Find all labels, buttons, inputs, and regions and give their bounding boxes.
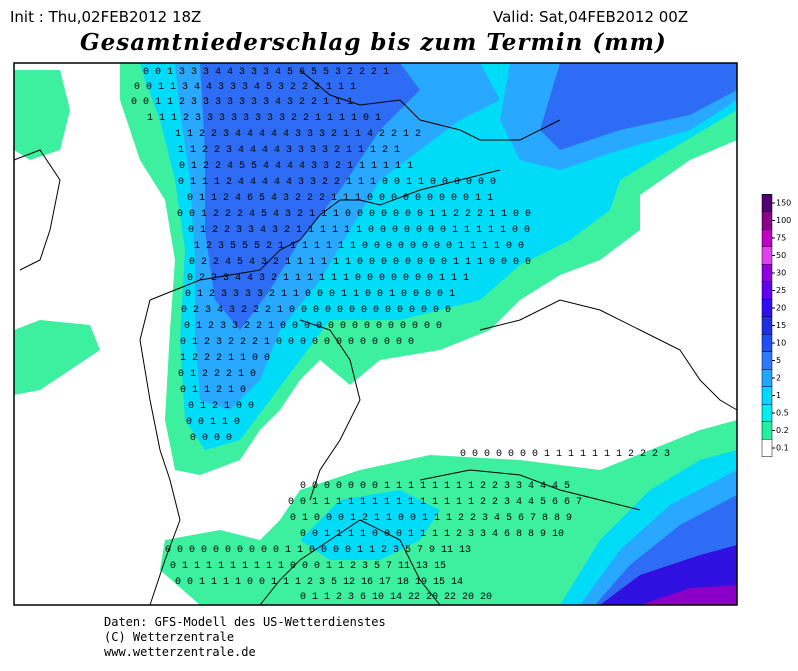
colorbar-swatch: [761, 229, 773, 247]
map: 0 0 1 3 3 3 4 4 3 3 3 4 5 6 5 5 3 2 2 2 …: [13, 62, 738, 606]
colorbar-swatch: [761, 264, 773, 282]
colorbar-swatch: [761, 439, 773, 457]
value-row: 0 1 2 3 2 2 2 1 0 0 0 0 0 0 0 0 0 0 0 0: [180, 337, 414, 348]
field-blue: [200, 63, 420, 330]
border: [299, 319, 361, 501]
colorbar-swatch: [761, 351, 773, 370]
value-row: 0 0 1 2 2 2 4 5 4 3 2 1 1 1 0 0 0 0 0 0 …: [177, 209, 531, 220]
colorbar-label: 150: [776, 199, 791, 208]
coastline: [299, 69, 561, 141]
colorbar-swatch: [761, 194, 773, 212]
coastline: [259, 519, 441, 606]
colorbar-swatch: [761, 404, 773, 422]
field-purple: [640, 585, 737, 605]
colorbar-swatch: [761, 369, 773, 387]
colorbar-swatch: [761, 281, 773, 300]
value-row: 0 0 0 0: [190, 433, 232, 444]
colorbar-swatch: [761, 334, 773, 352]
value-row: 0 0 0 0 0 0 0 1 1 1 1 1 1 1 1 2 2 3 3 4 …: [300, 481, 570, 492]
coastline: [149, 169, 501, 301]
colorbar-label: 100: [776, 216, 791, 225]
value-row: 1 2 2 2 1 1 0 0: [180, 353, 270, 364]
value-row: 0 0 1 1 3 4 4 3 3 3 4 5 3 2 2 2 1 1 1: [134, 82, 356, 93]
init-time: Init : Thu,02FEB2012 18Z: [10, 8, 201, 26]
value-row: 0 2 3 4 3 2 2 2 1 0 0 0 0 0 0 0 0 0 0 0 …: [181, 305, 451, 316]
value-row: 0 1 2 2 3 3 4 3 2 1 1 1 1 1 1 0 0 0 0 0 …: [188, 225, 530, 236]
colorbar-label: 20: [776, 304, 786, 313]
value-row: 0 1 2 3 3 3 3 2 1 1 0 0 0 1 1 0 0 1 0 0 …: [185, 289, 455, 300]
map-title: Gesamtniederschlag bis zum Termin (mm): [80, 29, 667, 56]
value-row: 1 1 1 2 3 3 3 3 3 3 3 3 2 2 1 1 1 1 0 1: [147, 113, 381, 124]
colorbar-label: 5: [776, 356, 781, 365]
value-labels: 0 0 1 3 3 3 4 4 3 3 3 4 5 6 5 5 3 2 2 2 …: [131, 67, 670, 603]
value-row: 0 0 0 0 0 0 0 0 0 0 1 1 0 0 0 0 1 1 2 3 …: [165, 545, 471, 556]
footer-line: (C) Wetterzentrale: [104, 630, 234, 644]
colorbar: 150 100 75 50 30 25 20 15 10 5 2 1 0.5 0.2 0.1: [761, 194, 791, 457]
colorbar-label: 25: [776, 286, 786, 295]
map-frame: [13, 62, 738, 606]
colorbar-swatch: [761, 386, 773, 405]
colorbar-label: 1: [776, 391, 781, 400]
footer-line: Daten: GFS-Modell des US-Wetterdienstes: [104, 615, 386, 629]
coastline: [13, 149, 61, 271]
field-green: [14, 70, 70, 160]
colorbar-label: 2: [776, 374, 781, 383]
colorbar-label: 15: [776, 321, 786, 330]
colorbar-swatch: [761, 421, 773, 440]
valid-time: Valid: Sat,04FEB2012 00Z: [493, 8, 688, 26]
colorbar-swatch: [761, 246, 773, 265]
value-row: 0 1 2 2 2 1 0: [178, 369, 256, 380]
value-row: 0 1 1 2 1 0: [180, 385, 246, 396]
value-row: 0 1 1 1 1 1 1 1 1 1 0 0 0 1 1 2 3 5 7 11…: [170, 561, 446, 572]
value-row: 0 0 1 1 1 1 0 0 0 1 1 1 1 2 3 3 4 6 8 8 …: [300, 529, 564, 540]
value-row: 0 0 1 1 1 1 0 0 1 1 1 2 3 5 12 16 17 18 …: [175, 577, 463, 588]
value-row: 0 1 2 3 3 2 2 1 0 0 0 0 0 0 0 0 0 0 0 0 …: [184, 321, 442, 332]
value-row: 0 1 1 2 4 6 5 4 3 2 2 2 1 1 1 0 0 0 0 0 …: [187, 193, 493, 204]
value-row: 0 0 1 1 0: [186, 417, 240, 428]
field-blue: [540, 63, 737, 150]
value-row: 1 2 3 5 5 5 2 1 1 1 1 1 1 1 0 0 0 0 0 0 …: [194, 241, 524, 252]
colorbar-swatch: [761, 211, 773, 230]
coastline: [139, 299, 181, 606]
colorbar-label: 30: [776, 269, 786, 278]
value-row: 0 1 2 1 0 0: [188, 401, 254, 412]
colorbar-label: 75: [776, 234, 786, 243]
field-green: [14, 320, 100, 395]
value-row: 0 0 0 0 0 0 0 1 1 1 1 1 1 1 2 2 2 3: [460, 449, 670, 460]
colorbar-label: 0.5: [776, 409, 789, 418]
value-row: 0 1 1 1 2 4 4 4 4 4 3 3 2 2 1 1 1 0 0 1 …: [178, 177, 496, 188]
footer-line: www.wetterzentrale.de: [104, 645, 256, 659]
value-row: 1 1 2 2 3 4 4 4 4 4 3 3 3 2 1 1 4 2 2 1 …: [175, 129, 421, 140]
border: [419, 469, 641, 511]
value-row: 0 2 2 3 4 4 3 2 1 1 1 1 1 1 0 0 0 0 0 0 …: [187, 273, 469, 284]
value-row: 0 2 2 4 5 4 3 2 1 1 1 1 1 1 0 0 0 0 0 0 …: [189, 257, 531, 268]
value-row: 0 0 1 3 3 3 4 4 3 3 3 4 5 6 5 5 3 2 2 2 …: [143, 67, 389, 78]
colorbar-label: 10: [776, 339, 786, 348]
colorbar-swatch: [761, 299, 773, 317]
colorbar-label: 0.1: [776, 444, 789, 453]
value-row: 0 1 0 0 0 1 2 1 1 0 0 1 1 1 2 2 3 4 5 6 …: [290, 513, 572, 524]
coastlines: [13, 69, 738, 606]
colorbar-label: 0.2: [776, 426, 789, 435]
value-row: 1 1 2 2 3 4 4 4 4 3 3 3 3 2 1 1 1 2 1: [178, 145, 400, 156]
border: [479, 299, 738, 411]
value-row: 0 1 2 2 4 5 5 4 4 4 4 3 3 2 1 1 1 1 1 1: [179, 161, 413, 172]
colorbar-swatch: [761, 316, 773, 335]
value-row: 0 0 1 1 1 1 1 1 1 1 1 1 1 1 1 1 2 2 3 4 …: [288, 497, 582, 508]
value-row: 0 1 1 2 3 6 10 14 22 20 22 20 20: [300, 592, 492, 603]
value-row: 0 0 1 1 2 3 3 3 3 3 3 3 4 3 2 2 1 1 1: [131, 97, 353, 108]
colorbar-label: 50: [776, 251, 786, 260]
